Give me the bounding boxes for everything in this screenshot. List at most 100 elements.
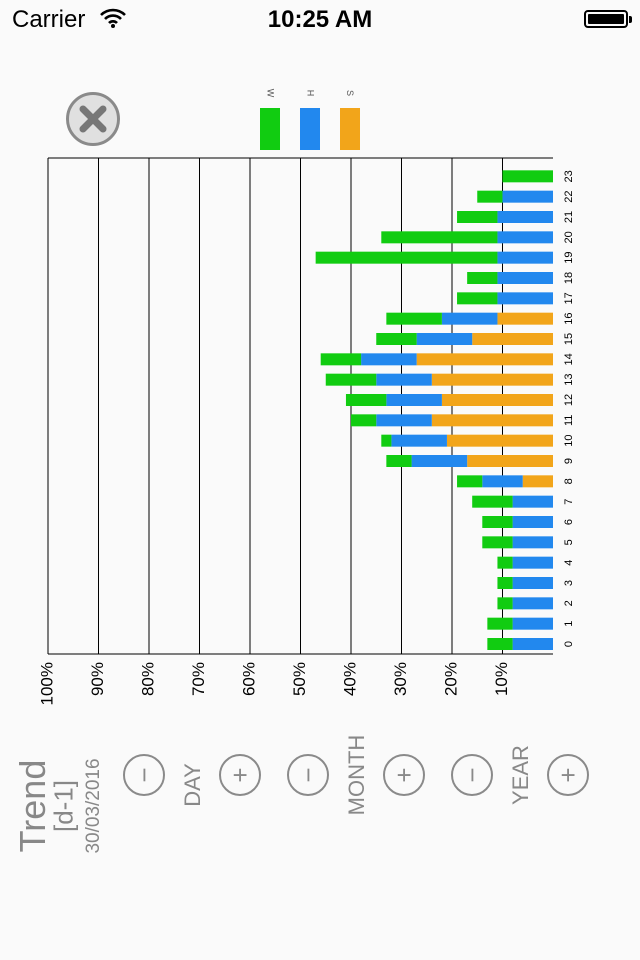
x-tick-label: 30% [391, 662, 410, 696]
bar-segment-s [431, 373, 553, 386]
bar-segment-h [497, 211, 553, 223]
bar-segment-w [477, 190, 503, 203]
bar-segment-s [522, 475, 553, 488]
bar-segment-w [386, 455, 412, 467]
bar-segment-s [441, 394, 553, 406]
bar-segment-h [391, 434, 447, 447]
bar-segment-w [315, 251, 498, 264]
category-label: 12 [563, 394, 575, 406]
bar-segment-w [320, 353, 362, 366]
bar-segment-w [457, 211, 498, 223]
legend-swatch-w [260, 108, 280, 150]
category-label: 17 [563, 292, 575, 304]
bar-segment-h [512, 536, 553, 549]
bar-segment-w [502, 170, 553, 183]
category-label: 1 [563, 621, 575, 627]
category-label: 13 [563, 374, 575, 386]
wifi-icon [100, 8, 126, 33]
bar-segment-s [467, 455, 553, 467]
category-label: 14 [563, 353, 575, 365]
bar-segment-w [457, 475, 483, 488]
x-tick-label: 80% [138, 662, 157, 696]
year-plus-button[interactable]: + [547, 754, 589, 796]
category-label: 9 [563, 458, 575, 464]
bar-chart: 10%20%30%40%50%60%70%80%90%100%012345678… [37, 157, 575, 705]
bar-segment-h [512, 577, 553, 589]
bar-segment-w [381, 434, 392, 447]
battery-icon [584, 10, 632, 28]
bar-segment-w [497, 556, 513, 569]
category-label: 22 [563, 191, 575, 203]
category-label: 8 [563, 478, 575, 484]
month-minus-button[interactable]: − [287, 754, 329, 796]
close-button[interactable] [66, 92, 120, 146]
bar-segment-w [497, 577, 513, 589]
day-label: DAY [180, 763, 205, 807]
bar-segment-s [431, 414, 553, 427]
status-time: 10:25 AM [267, 6, 373, 33]
bar-segment-s [497, 312, 553, 325]
x-tick-label: 70% [189, 662, 208, 696]
bar-segment-h [497, 272, 553, 284]
bar-segment-w [482, 536, 513, 549]
bar-segment-w [325, 373, 377, 386]
category-label: 7 [563, 499, 575, 505]
category-label: 5 [563, 539, 575, 545]
category-label: 23 [563, 170, 575, 182]
year-minus-button[interactable]: − [451, 754, 493, 796]
bar-segment-w [487, 638, 513, 650]
x-tick-label: 50% [290, 662, 309, 696]
bar-segment-h [361, 353, 417, 366]
category-label: 18 [563, 272, 575, 284]
category-label: 0 [563, 641, 575, 647]
bar-segment-w [457, 292, 498, 305]
category-label: 6 [563, 519, 575, 525]
bar-segment-h [482, 475, 523, 488]
bar-segment-h [416, 333, 473, 345]
period-label: [d-1] [48, 779, 79, 833]
bar-segment-h [512, 617, 553, 630]
close-icon [79, 105, 107, 133]
bar-segment-h [411, 455, 468, 467]
category-label: 11 [563, 415, 575, 426]
status-bar: Carrier 10:25 AM [0, 0, 640, 40]
bar-segment-h [376, 373, 432, 386]
x-tick-label: 100% [37, 662, 56, 705]
category-label: 16 [563, 313, 575, 325]
bar-segment-h [497, 251, 553, 264]
bar-segment-h [512, 638, 553, 650]
bar-segment-h [497, 292, 553, 305]
bar-segment-w [497, 597, 513, 610]
category-label: 19 [563, 252, 575, 264]
x-tick-label: 60% [239, 662, 258, 696]
bar-segment-w [345, 394, 387, 406]
month-plus-button[interactable]: + [383, 754, 425, 796]
month-label: MONTH [344, 734, 369, 816]
bar-segment-h [512, 597, 553, 610]
category-label: 21 [563, 211, 575, 223]
category-label: 3 [563, 580, 575, 586]
bar-segment-h [497, 231, 553, 244]
bar-segment-w [472, 495, 513, 508]
bar-segment-w [386, 312, 442, 325]
x-tick-label: 90% [88, 662, 107, 696]
category-label: 20 [563, 231, 575, 243]
bar-segment-h [512, 495, 553, 508]
bar-segment-h [512, 556, 553, 569]
day-plus-button[interactable]: + [219, 754, 261, 796]
x-tick-label: 10% [492, 662, 511, 696]
legend-swatch-h [300, 108, 320, 150]
bar-segment-h [376, 414, 432, 427]
category-label: 4 [563, 560, 575, 566]
day-minus-button[interactable]: − [123, 754, 165, 796]
bar-segment-s [446, 434, 553, 447]
bar-segment-s [416, 353, 553, 366]
bar-segment-w [351, 414, 377, 427]
category-label: 2 [563, 600, 575, 606]
bar-segment-h [441, 312, 498, 325]
carrier-label: Carrier [12, 6, 86, 33]
date-label: 30/03/2016 [83, 758, 104, 854]
legend-swatch-s [340, 108, 360, 150]
bar-segment-h [502, 190, 553, 203]
bar-segment-w [381, 231, 498, 244]
